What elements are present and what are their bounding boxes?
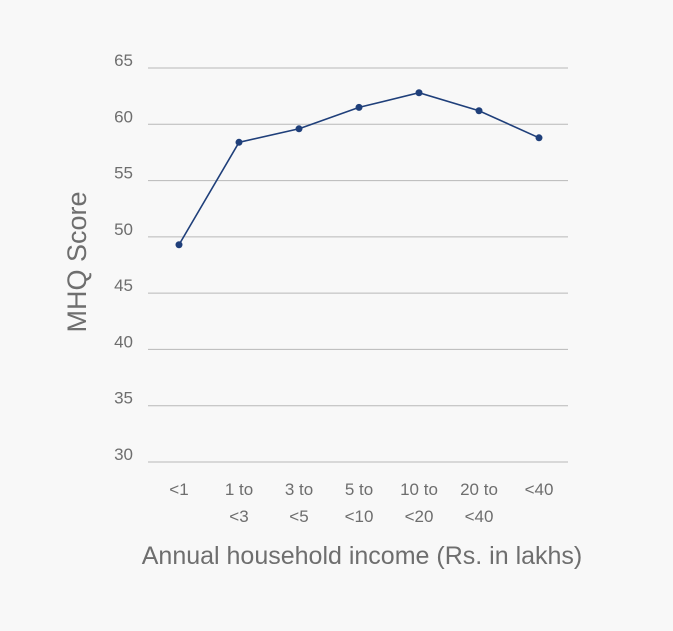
data-point <box>415 89 423 97</box>
y-tick-label: 35 <box>114 389 133 408</box>
data-point <box>175 241 183 249</box>
x-tick-label: 3 to <5 <box>285 480 313 526</box>
y-tick-label: 30 <box>114 445 133 464</box>
y-tick-label: 40 <box>114 332 133 351</box>
x-tick-label: 20 to <40 <box>460 480 498 526</box>
data-point <box>535 134 543 142</box>
data-point <box>355 103 363 111</box>
y-tick-label: 45 <box>114 276 133 295</box>
y-axis-title: MHQ Score <box>62 191 92 332</box>
x-tick-label: 5 to <10 <box>345 480 374 526</box>
y-tick-label: 50 <box>114 220 133 239</box>
x-tick-label: <40 <box>525 480 554 499</box>
gridlines <box>148 67 568 463</box>
y-tick-label: 60 <box>114 107 133 126</box>
x-tick-label: 1 to <3 <box>225 480 253 526</box>
x-axis-title: Annual household income (Rs. in lakhs) <box>142 542 583 570</box>
x-axis-ticks: <1 1 to <3 3 to <5 5 to <10 10 to <20 20 to <40 <40 <box>169 480 553 526</box>
data-point <box>475 107 483 115</box>
y-tick-label: 55 <box>114 164 133 183</box>
y-axis-ticks: 30 35 40 45 50 55 60 65 <box>114 51 133 464</box>
series-line <box>178 91 540 246</box>
data-point <box>235 138 243 146</box>
data-points <box>175 89 543 249</box>
x-tick-label: 10 to <20 <box>400 480 438 526</box>
y-tick-label: 65 <box>114 51 133 70</box>
x-tick-label: <1 <box>169 480 188 499</box>
data-point <box>295 125 303 133</box>
